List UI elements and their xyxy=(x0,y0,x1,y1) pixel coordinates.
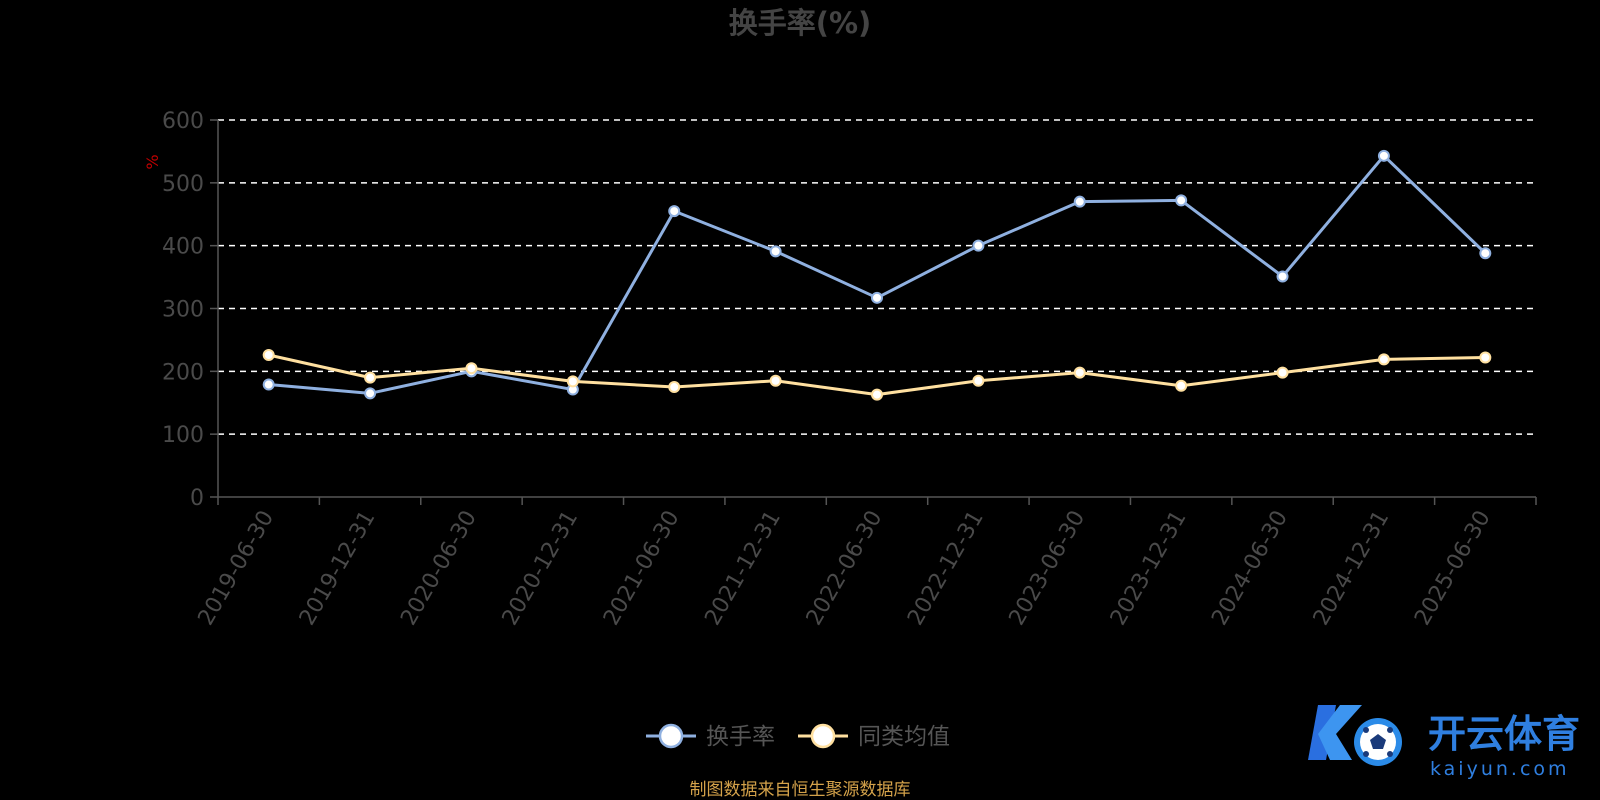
legend-item[interactable]: 换手率 xyxy=(646,723,775,750)
x-tick-label: 2019-06-30 xyxy=(194,507,280,630)
y-tick-label: 0 xyxy=(190,486,204,511)
legend-item[interactable]: 同类均值 xyxy=(798,723,950,750)
legend-marker-swatch xyxy=(658,723,684,749)
legend-label: 同类均值 xyxy=(858,724,950,750)
data-point[interactable] xyxy=(1377,149,1390,162)
data-point[interactable] xyxy=(871,388,883,401)
data-point[interactable] xyxy=(1479,247,1492,260)
data-point[interactable] xyxy=(668,381,681,394)
data-point[interactable] xyxy=(1479,351,1492,364)
data-point[interactable] xyxy=(262,378,275,391)
legend-marker-swatch xyxy=(810,723,836,749)
data-point[interactable] xyxy=(1377,353,1390,366)
x-tick-label: 2022-12-31 xyxy=(903,507,989,630)
x-tick-label: 2022-06-30 xyxy=(802,507,888,630)
data-point[interactable] xyxy=(769,374,782,387)
y-tick-label: 400 xyxy=(162,235,204,260)
data-point[interactable] xyxy=(972,239,985,252)
data-point[interactable] xyxy=(1276,366,1289,379)
chart-title: 换手率(%) xyxy=(729,6,872,40)
data-point[interactable] xyxy=(871,291,883,304)
series-line xyxy=(268,154,1487,395)
x-tick-label: 2021-12-31 xyxy=(700,507,786,630)
watermark-brand: 开云体育 xyxy=(1428,712,1580,756)
grid-lines xyxy=(218,119,1536,435)
data-point[interactable] xyxy=(769,245,782,258)
y-tick-label: 200 xyxy=(162,360,204,385)
data-point[interactable] xyxy=(1175,379,1188,392)
data-point[interactable] xyxy=(566,375,579,388)
legend-label: 换手率 xyxy=(706,724,775,750)
x-tick-label: 2021-06-30 xyxy=(599,507,685,630)
data-point[interactable] xyxy=(364,387,377,400)
x-tick-label: 2023-06-30 xyxy=(1005,507,1091,630)
x-tick-label: 2025-06-30 xyxy=(1410,507,1496,630)
data-point[interactable] xyxy=(262,348,275,361)
data-point[interactable] xyxy=(465,362,478,375)
watermark-domain: kaiyun.com xyxy=(1430,758,1570,780)
series-0 xyxy=(262,149,1492,400)
y-tick-label: 600 xyxy=(162,109,204,134)
x-tick-label: 2020-06-30 xyxy=(396,507,482,630)
y-tick-label: 500 xyxy=(162,172,204,197)
ko-soccer-logo-icon xyxy=(1308,705,1402,766)
x-tick-label: 2020-12-31 xyxy=(498,507,584,630)
series-1 xyxy=(262,348,1492,401)
legend[interactable]: 换手率 同类均值 xyxy=(646,723,950,750)
watermark-logo: 开云体育 kaiyun.com xyxy=(1308,705,1580,780)
y-tick-label: 100 xyxy=(162,423,204,448)
y-tick-label: 300 xyxy=(162,298,204,323)
data-point[interactable] xyxy=(1073,195,1086,208)
data-point[interactable] xyxy=(364,371,377,384)
data-point[interactable] xyxy=(1276,270,1289,283)
x-tick-label: 2019-12-31 xyxy=(295,507,381,630)
data-point[interactable] xyxy=(1073,366,1086,379)
data-point[interactable] xyxy=(1175,194,1188,207)
data-source-note: 制图数据来自恒生聚源数据库 xyxy=(690,780,911,800)
data-point[interactable] xyxy=(972,374,985,387)
data-point[interactable] xyxy=(668,205,681,218)
x-tick-label: 2024-12-31 xyxy=(1309,507,1395,630)
y-axis-unit-label: % xyxy=(143,154,162,169)
x-tick-label: 2024-06-30 xyxy=(1207,507,1293,630)
series-lines xyxy=(262,149,1492,401)
x-tick-label: 2023-12-31 xyxy=(1106,507,1192,630)
